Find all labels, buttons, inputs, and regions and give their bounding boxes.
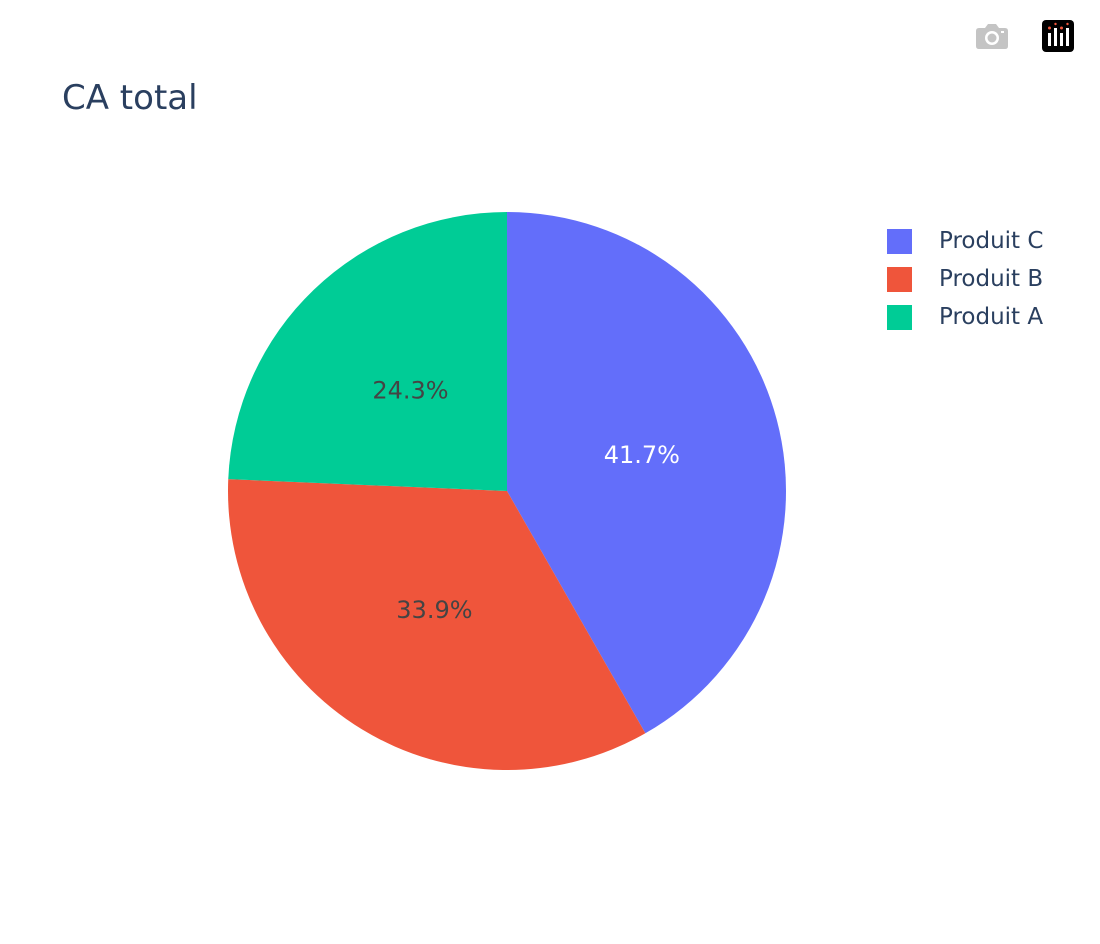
legend-item-produit-a[interactable]: Produit A [887,298,1043,336]
slice-percent-label: 33.9% [396,596,472,624]
legend-item-produit-b[interactable]: Produit B [887,260,1043,298]
pie-slices [227,212,787,771]
legend-swatch [887,228,912,254]
slice-percent-label: 41.7% [604,441,680,469]
camera-icon [976,24,1008,49]
chart-title: CA total [62,78,198,118]
legend-item-produit-c[interactable]: Produit C [887,222,1043,260]
slice-percent-label: 24.3% [372,376,448,404]
legend: Produit C Produit B Produit A [887,222,1043,336]
pie-slice-produit-a[interactable] [228,212,507,491]
download-png-button[interactable] [974,18,1010,54]
pie-slice-labels: 41.7% 33.9% 24.3% [372,376,680,624]
legend-swatch [887,266,912,292]
legend-swatch [887,304,912,330]
legend-label: Produit A [939,304,1044,330]
legend-label: Produit C [939,228,1044,254]
plotly-logo-icon [1042,20,1074,52]
legend-label: Produit B [939,266,1044,292]
pie-slice-produit-b[interactable] [227,479,646,771]
pie-slice-produit-c[interactable] [507,212,787,734]
chart-modebar [974,18,1076,54]
plotly-logo-button[interactable] [1040,18,1076,54]
